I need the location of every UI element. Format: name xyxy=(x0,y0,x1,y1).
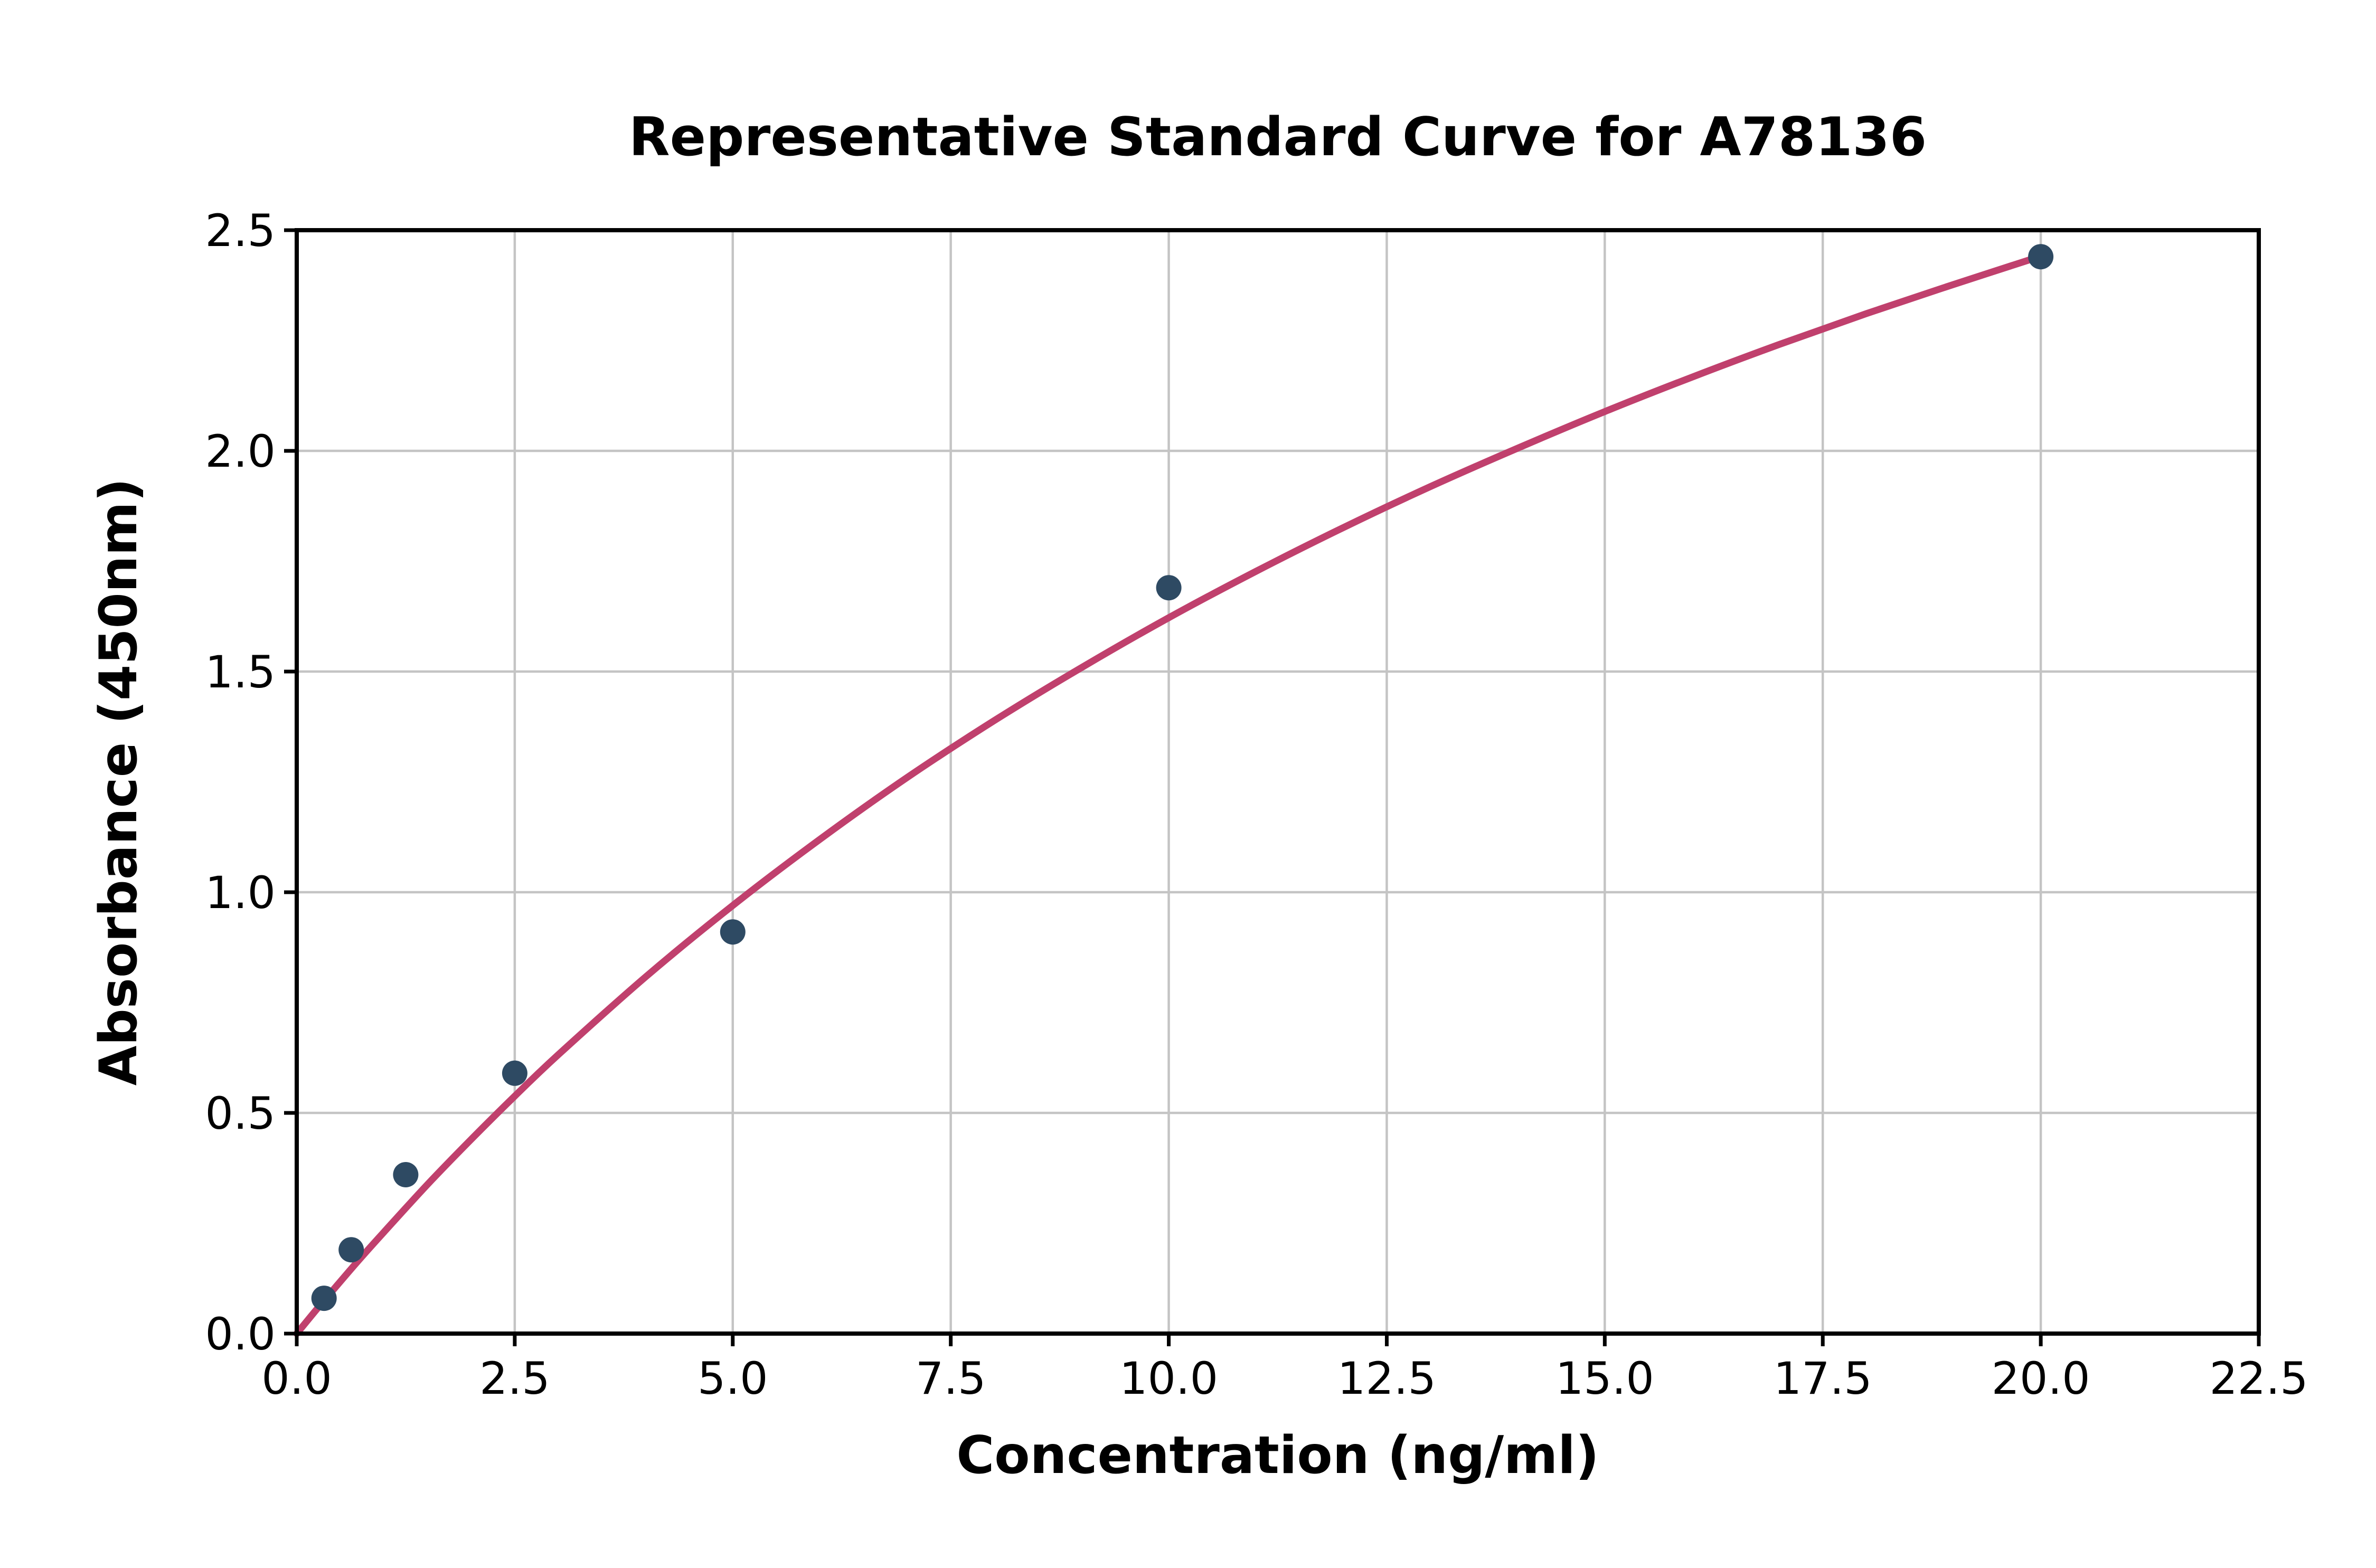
x-tick-label: 0.0 xyxy=(261,1353,332,1404)
x-tick-label: 20.0 xyxy=(1992,1353,2090,1404)
y-tick-label: 1.5 xyxy=(205,646,276,698)
y-tick-label: 0.0 xyxy=(205,1308,276,1360)
x-tick-label: 2.5 xyxy=(479,1353,550,1404)
x-tick-label: 22.5 xyxy=(2209,1353,2308,1404)
y-tick-label: 2.5 xyxy=(205,205,276,257)
y-tick-label: 2.0 xyxy=(205,426,276,477)
data-point xyxy=(393,1162,419,1187)
y-axis-title: Absorbance (450nm) xyxy=(89,478,149,1086)
y-tick-label: 0.5 xyxy=(205,1088,276,1139)
chart-title: Representative Standard Curve for A78136 xyxy=(628,106,1927,168)
x-tick-label: 5.0 xyxy=(697,1353,768,1404)
x-tick-label: 12.5 xyxy=(1337,1353,1436,1404)
data-point xyxy=(2028,244,2054,270)
data-point xyxy=(338,1237,364,1263)
x-tick-label: 17.5 xyxy=(1774,1353,1872,1404)
x-axis-title: Concentration (ng/ml) xyxy=(956,1425,1599,1486)
axes-spines xyxy=(295,228,2261,1336)
x-tick-label: 15.0 xyxy=(1555,1353,1654,1404)
data-point xyxy=(502,1060,527,1086)
y-tick-label: 1.0 xyxy=(205,867,276,919)
x-tick-label: 10.0 xyxy=(1119,1353,1218,1404)
data-point xyxy=(1156,575,1182,601)
data-point xyxy=(720,919,746,945)
data-point xyxy=(311,1286,337,1311)
fit-curve-path xyxy=(293,252,2044,1337)
x-tick-label: 7.5 xyxy=(916,1353,986,1404)
